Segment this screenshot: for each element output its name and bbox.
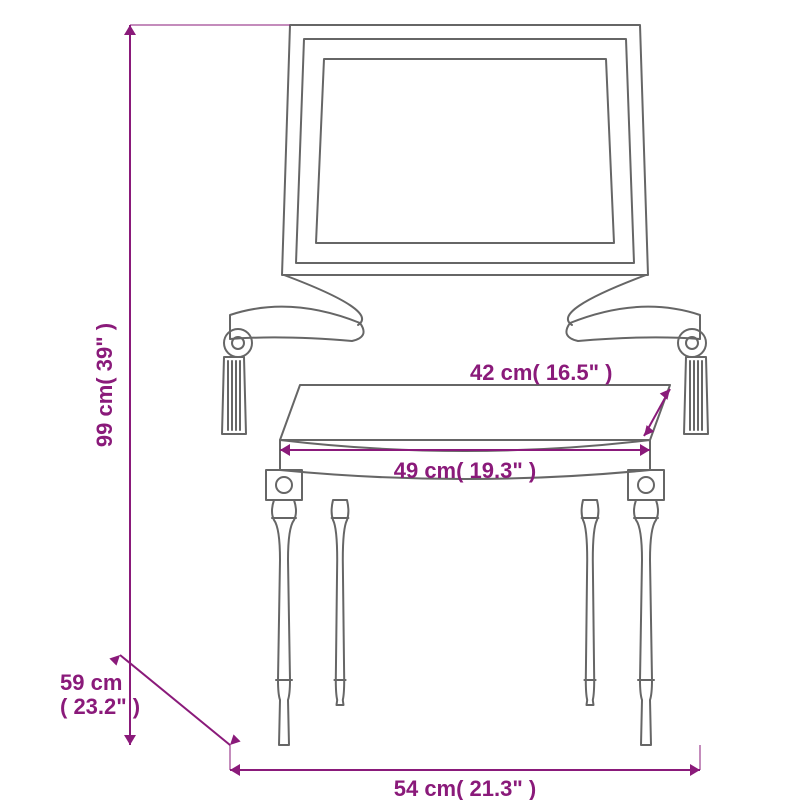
dim-height-label: 99 cm( 39" ) <box>92 323 117 447</box>
dim-seat-width-label: 49 cm( 19.3" ) <box>394 458 537 483</box>
dim-width-label: 54 cm( 21.3" ) <box>394 776 537 800</box>
dim-seat-depth-label: 42 cm( 16.5" ) <box>470 360 613 385</box>
dim-depth-label: 59 cm( 23.2" ) <box>60 670 140 719</box>
chair-line-art <box>222 25 708 745</box>
